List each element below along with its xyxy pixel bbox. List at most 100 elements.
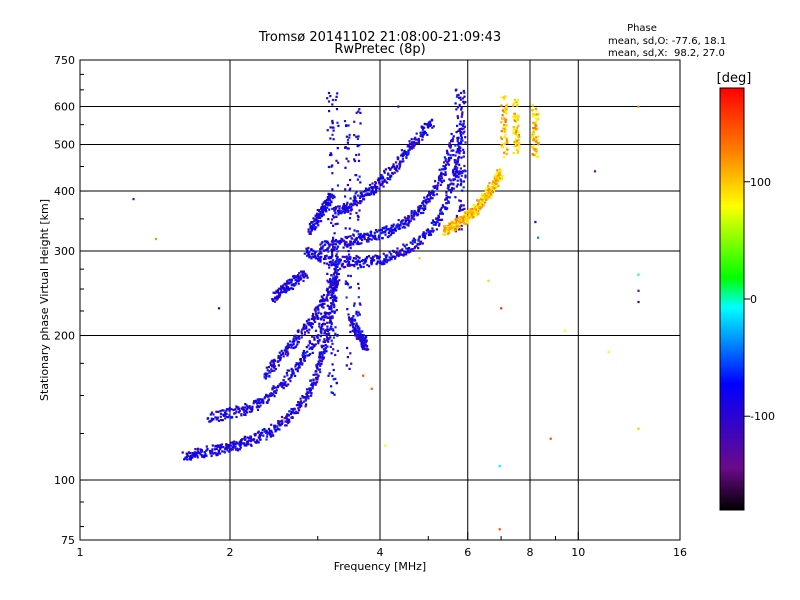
echo-point <box>349 235 352 238</box>
echo-point <box>287 383 290 386</box>
echo-point <box>306 276 309 279</box>
echo-point <box>316 216 319 219</box>
echo-point <box>322 348 326 351</box>
echo-point <box>516 151 519 154</box>
echo-point <box>267 366 270 369</box>
echo-point <box>276 386 279 389</box>
echo-point <box>426 133 429 136</box>
echo-point <box>284 348 287 351</box>
chart-subtitle: RwPretec (8p) <box>334 42 425 57</box>
echo-point <box>341 207 344 210</box>
echo-point <box>337 205 340 208</box>
echo-point <box>534 107 538 111</box>
echo-point <box>326 345 329 348</box>
echo-point <box>313 219 316 222</box>
echo-point <box>413 218 416 221</box>
echo-point <box>349 244 352 247</box>
echo-point <box>364 190 367 193</box>
echo-point <box>358 327 361 330</box>
echo-point <box>320 210 323 213</box>
echo-point <box>293 276 296 279</box>
echo-point <box>237 406 240 409</box>
echo-point <box>334 98 337 102</box>
echo-point <box>346 245 349 248</box>
echo-point <box>362 343 365 346</box>
echo-point <box>331 261 334 264</box>
echo-point <box>274 367 277 371</box>
echo-point <box>249 435 253 438</box>
echo-point <box>309 391 312 394</box>
echo-point <box>330 274 333 277</box>
echo-point <box>357 260 360 263</box>
echo-point <box>292 343 295 346</box>
echo-point <box>444 206 447 209</box>
echo-point <box>345 364 348 367</box>
echo-point <box>316 364 319 367</box>
echo-point <box>290 346 293 349</box>
echo-point <box>316 222 319 225</box>
echo-point <box>307 230 310 233</box>
echo-point <box>277 294 281 297</box>
echo-point <box>301 362 304 365</box>
echo-point <box>357 135 360 138</box>
echo-point <box>419 204 423 207</box>
echo-point <box>290 280 293 283</box>
echo-point <box>355 312 358 315</box>
echo-point <box>281 385 284 388</box>
echo-point <box>326 97 329 100</box>
echo-point <box>323 349 326 352</box>
echo-point <box>311 335 314 338</box>
echo-point <box>444 157 447 160</box>
echo-point <box>302 356 305 359</box>
echo-point <box>302 352 306 355</box>
echo-point <box>399 154 403 157</box>
echo-point <box>298 337 301 340</box>
echo-point <box>358 329 361 332</box>
echo-point <box>446 187 449 190</box>
echo-point <box>347 210 350 213</box>
echo-point <box>324 249 327 252</box>
echo-point <box>314 306 317 309</box>
echo-point <box>333 306 336 309</box>
echo-point <box>381 263 384 266</box>
echo-point <box>387 227 390 231</box>
echo-point <box>381 182 384 185</box>
echo-point <box>226 447 229 450</box>
echo-point <box>356 178 359 181</box>
echo-point <box>477 203 480 206</box>
echo-point <box>501 114 504 117</box>
echo-point <box>536 155 539 158</box>
echo-point <box>384 180 387 183</box>
echo-point <box>384 231 387 234</box>
echo-point <box>303 333 306 336</box>
echo-point <box>317 334 320 337</box>
echo-point <box>444 207 447 210</box>
echo-point <box>313 319 316 322</box>
echo-point <box>350 362 353 365</box>
echo-point <box>441 212 444 215</box>
echo-point <box>246 405 249 408</box>
echo-point <box>517 130 520 134</box>
echo-point <box>327 312 330 315</box>
echo-point <box>456 183 459 186</box>
echo-point <box>456 147 459 151</box>
echo-point <box>417 206 420 209</box>
echo-point <box>536 127 539 130</box>
scatter-point <box>384 444 387 447</box>
echo-point <box>506 103 509 106</box>
echo-point <box>375 190 378 193</box>
echo-point <box>355 200 358 203</box>
echo-point <box>323 302 326 305</box>
echo-point <box>300 330 303 333</box>
echo-point <box>197 450 200 453</box>
echo-point <box>333 243 336 246</box>
echo-point <box>407 217 410 220</box>
echo-point <box>359 122 362 125</box>
phase-o-stats: mean, sd,O: -77.6, 18.1 <box>608 36 726 47</box>
echo-point <box>335 207 338 210</box>
echo-point <box>392 231 395 234</box>
echo-point <box>292 284 295 287</box>
echo-point <box>338 279 341 282</box>
echo-point <box>535 119 538 122</box>
echo-point <box>331 283 335 287</box>
